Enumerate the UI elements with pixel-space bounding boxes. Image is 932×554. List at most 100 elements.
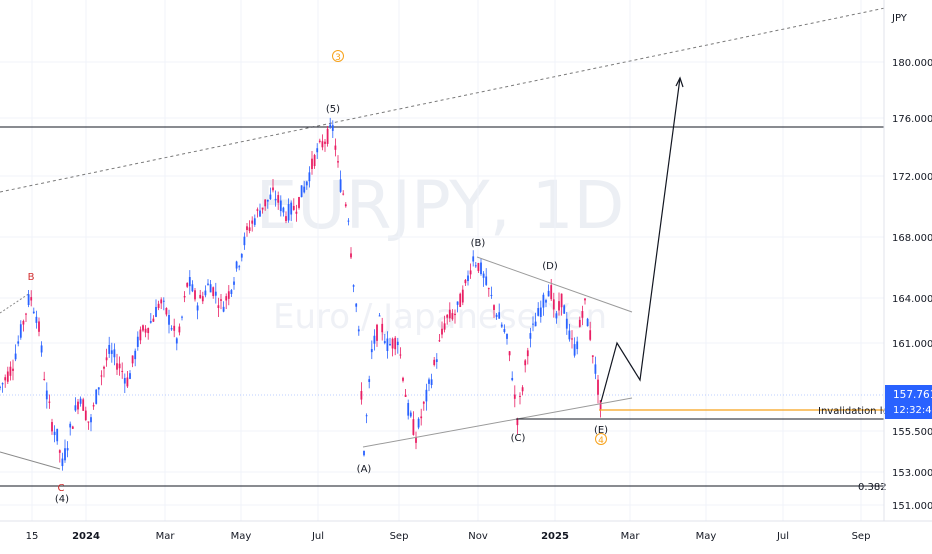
candle-body <box>116 363 118 370</box>
candle-body <box>295 211 298 214</box>
candles <box>0 117 602 471</box>
candle-body <box>131 355 134 364</box>
candle-body <box>248 227 251 231</box>
projection-path[interactable] <box>600 77 681 403</box>
candle-body <box>27 294 30 305</box>
candle-body <box>451 313 454 320</box>
candle-body <box>454 313 456 316</box>
candle-body <box>391 338 394 349</box>
candle-body <box>105 357 108 361</box>
candle-body <box>56 428 59 442</box>
candle-body <box>118 363 121 369</box>
candle-body <box>1 383 4 385</box>
candle-body <box>396 341 399 346</box>
candle-body <box>513 394 516 399</box>
price-tick-label: 151.000 <box>892 501 932 512</box>
candle-body <box>225 296 228 301</box>
candle-body <box>584 298 586 301</box>
triangle-upper-line[interactable] <box>476 256 633 313</box>
price-tick-label: 172.000 <box>892 172 932 183</box>
candle-body <box>147 328 150 334</box>
candle-body <box>552 299 555 310</box>
candle-body <box>220 299 222 301</box>
channel-upper-line[interactable] <box>0 7 886 193</box>
wave-label-D: (D) <box>542 261 558 272</box>
candle-body <box>40 345 43 353</box>
candle-body <box>308 172 311 182</box>
candle-body <box>435 359 438 363</box>
candle-body <box>188 277 191 287</box>
wave-circle-3-ring <box>332 50 344 62</box>
current-price-badge[interactable] <box>885 385 932 419</box>
price-ticks: 180.000 176.000 172.000 168.000 164.000 161.0… <box>892 58 932 512</box>
candle-body <box>428 379 430 384</box>
candle-body <box>32 311 35 314</box>
candle-body <box>563 305 566 314</box>
candle-body <box>329 124 332 127</box>
candle-body <box>480 262 482 275</box>
candle-body <box>17 341 20 344</box>
candle-body <box>337 161 339 163</box>
candle-body <box>472 256 475 262</box>
candle-body <box>571 338 573 340</box>
time-tick-label: Jul <box>311 531 324 542</box>
price-tick-label: 153.000 <box>892 468 932 479</box>
candle-body <box>292 205 295 210</box>
candle-body <box>162 300 165 302</box>
candle-body <box>227 291 230 299</box>
candle-body <box>373 335 376 344</box>
candle-body <box>386 338 389 351</box>
candle-body <box>313 155 316 167</box>
fib-0382-label: 0.382 <box>858 482 887 493</box>
time-tick-label: Sep <box>390 531 409 542</box>
candle-body <box>222 306 225 312</box>
candle-body <box>303 186 306 193</box>
time-tick-label: May <box>231 531 252 542</box>
wave-label-B: (B) <box>471 238 486 249</box>
candle-body <box>417 418 420 428</box>
triangle-lower-line[interactable] <box>362 397 633 448</box>
candle-body <box>539 307 542 317</box>
candle-body <box>66 448 69 451</box>
watermark-symbol: EURJPY, 1D <box>256 167 625 244</box>
candle-body <box>0 386 1 388</box>
candle-body <box>404 394 407 397</box>
candle-body <box>264 199 267 207</box>
candle-body <box>183 296 186 298</box>
price-axis[interactable]: JPY 180.000176.000172.000168.000164.0001… <box>883 0 932 521</box>
candle-body <box>69 423 72 428</box>
candle-body <box>256 209 259 211</box>
candle-body <box>266 199 269 202</box>
candle-body <box>469 270 472 275</box>
candle-body <box>64 448 66 461</box>
candle-body <box>22 320 25 325</box>
candle-body <box>389 343 391 346</box>
candle-body <box>461 289 464 303</box>
candle-body <box>6 371 9 382</box>
left-wedge-lower-line[interactable] <box>0 451 61 470</box>
candle-body <box>87 421 90 423</box>
candle-body <box>464 279 467 284</box>
candle-body <box>35 316 38 323</box>
candle-body <box>498 312 501 319</box>
price-tick-label: 161.000 <box>892 339 932 350</box>
candle-body <box>482 273 485 278</box>
candle-body <box>92 405 95 407</box>
candle-body <box>77 401 79 410</box>
candle-body <box>279 200 282 212</box>
candle-body <box>290 202 293 215</box>
candle-body <box>542 294 545 308</box>
candle-body <box>274 198 277 201</box>
time-axis[interactable]: 15 2024 Mar May Jul Sep Nov 2025 Mar May Jul Sep <box>0 520 932 542</box>
time-tick-label: 2024 <box>72 531 100 542</box>
candle-body <box>285 216 287 221</box>
candle-body <box>573 344 576 356</box>
current-price-label: 157.761 <box>893 389 932 401</box>
candle-body <box>524 360 527 366</box>
candle-body <box>298 197 300 208</box>
candle-body <box>95 389 98 404</box>
candle-body <box>493 305 495 311</box>
